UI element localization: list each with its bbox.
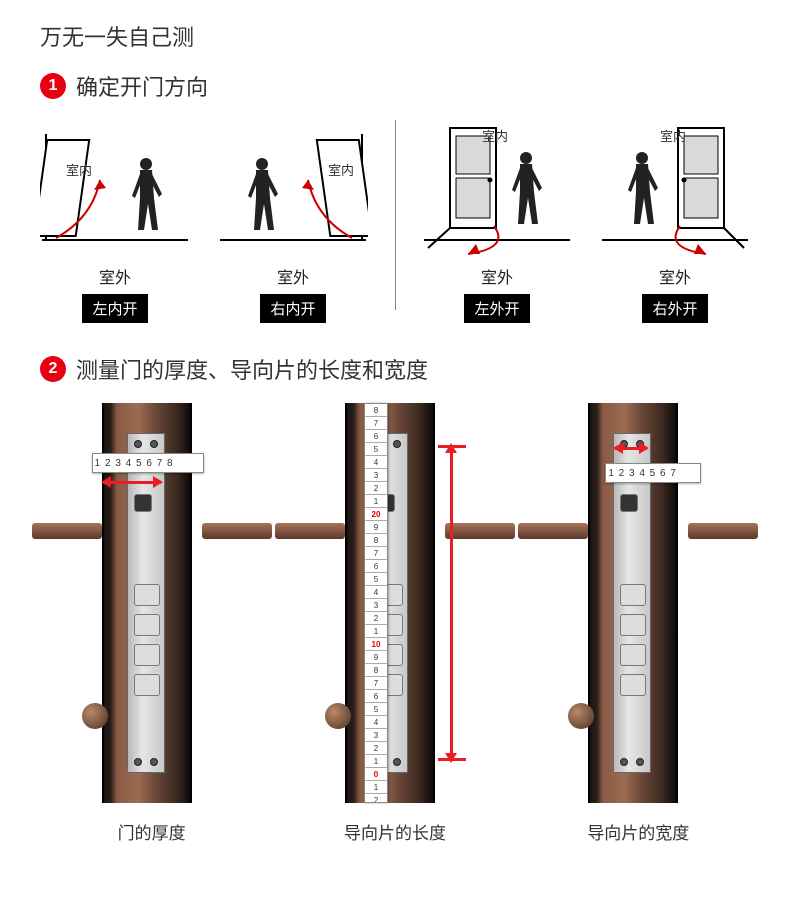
measurement-arrow-icon bbox=[615, 447, 647, 450]
door-item: 室内室外左外开 bbox=[422, 120, 572, 323]
outdoor-label: 室外 bbox=[481, 264, 513, 288]
lock-caption: 导向片的宽度 bbox=[587, 819, 689, 844]
step-2-badge: 2 bbox=[40, 356, 66, 382]
door-item: 室内室外右内开 bbox=[218, 120, 368, 323]
step-1-badge: 1 bbox=[40, 73, 66, 99]
step-1-row: 1 确定开门方向 bbox=[40, 70, 750, 102]
indoor-label: 室内 bbox=[66, 160, 92, 179]
door-direction-diagrams: 室内室外左内开 室内室外右内开 室内室外左外开 室内室外右外开 bbox=[40, 120, 750, 323]
lock-caption: 门的厚度 bbox=[118, 819, 186, 844]
lock-item: 1 2 3 4 5 6 7 8 门的厚度 bbox=[47, 403, 257, 844]
door-tag: 右外开 bbox=[642, 294, 707, 323]
door-item: 室内室外右外开 bbox=[600, 120, 750, 323]
measurement-arrow-icon bbox=[103, 481, 161, 484]
door-diagram bbox=[40, 120, 190, 260]
outdoor-label: 室外 bbox=[99, 264, 131, 288]
indoor-label: 室内 bbox=[328, 160, 354, 179]
door-divider bbox=[395, 120, 396, 310]
door-diagram bbox=[218, 120, 368, 260]
main-title: 万无一失自己测 bbox=[40, 20, 750, 52]
door-tag: 左外开 bbox=[464, 294, 529, 323]
lock-measurement-diagrams: 1 2 3 4 5 6 7 8 门的厚度 87654321209876543211… bbox=[40, 403, 750, 844]
lock-item: 876543212098765432110987654321012 导向片的长度 bbox=[290, 403, 500, 844]
ruler-icon: 876543212098765432110987654321012 bbox=[364, 403, 388, 803]
ruler-icon: 1 2 3 4 5 6 7 bbox=[605, 463, 701, 483]
step-1-text: 确定开门方向 bbox=[76, 70, 208, 102]
step-2-text: 测量门的厚度、导向片的长度和宽度 bbox=[76, 353, 428, 385]
measurement-arrow-icon bbox=[450, 445, 453, 761]
door-item: 室内室外左内开 bbox=[40, 120, 190, 323]
ruler-icon: 1 2 3 4 5 6 7 8 bbox=[92, 453, 204, 473]
outdoor-label: 室外 bbox=[277, 264, 309, 288]
outdoor-label: 室外 bbox=[659, 264, 691, 288]
indoor-label: 室内 bbox=[482, 126, 508, 145]
lock-item: 1 2 3 4 5 6 7 导向片的宽度 bbox=[533, 403, 743, 844]
indoor-label: 室内 bbox=[660, 126, 686, 145]
door-tag: 左内开 bbox=[82, 294, 147, 323]
step-2-row: 2 测量门的厚度、导向片的长度和宽度 bbox=[40, 353, 750, 385]
lock-caption: 导向片的长度 bbox=[344, 819, 446, 844]
door-tag: 右内开 bbox=[260, 294, 325, 323]
